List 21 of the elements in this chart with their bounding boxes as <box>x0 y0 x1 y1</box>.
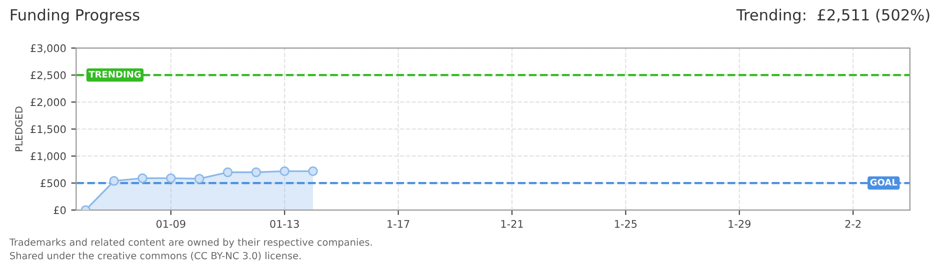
x-tick-label: 1-25 <box>615 220 637 228</box>
y-tick-label: £0 <box>54 206 66 214</box>
x-tick-label: 1-17 <box>388 220 410 228</box>
x-tick-label: 1-29 <box>728 220 750 228</box>
x-tick-label: 1-21 <box>501 220 523 228</box>
x-tick-label: 01-09 <box>156 220 186 228</box>
y-tick-label: £1,000 <box>30 152 66 162</box>
text: Shared under the creative commons (CC BY-NC 3.0) license. <box>10 252 301 260</box>
text: Trending: £2,511 (502%) <box>736 8 930 24</box>
y-tick-label: £2,000 <box>30 98 66 108</box>
y-tick-label: £2,500 <box>30 71 66 80</box>
y-tick-label: £1,500 <box>30 125 66 134</box>
x-tick-label: 2-2 <box>845 220 861 228</box>
text: Trademarks and related content are owned by their respective companies. <box>9 238 372 248</box>
ref-line-label: TRENDING <box>88 70 141 78</box>
y-tick-label: £500 <box>40 179 66 188</box>
y-axis-title: PLEDGED <box>15 106 23 152</box>
x-tick-label: 01-13 <box>270 220 299 228</box>
y-tick-label: £3,000 <box>30 44 66 54</box>
ref-line-label: GOAL <box>870 178 898 186</box>
chart-title: Funding Progress <box>10 8 140 24</box>
